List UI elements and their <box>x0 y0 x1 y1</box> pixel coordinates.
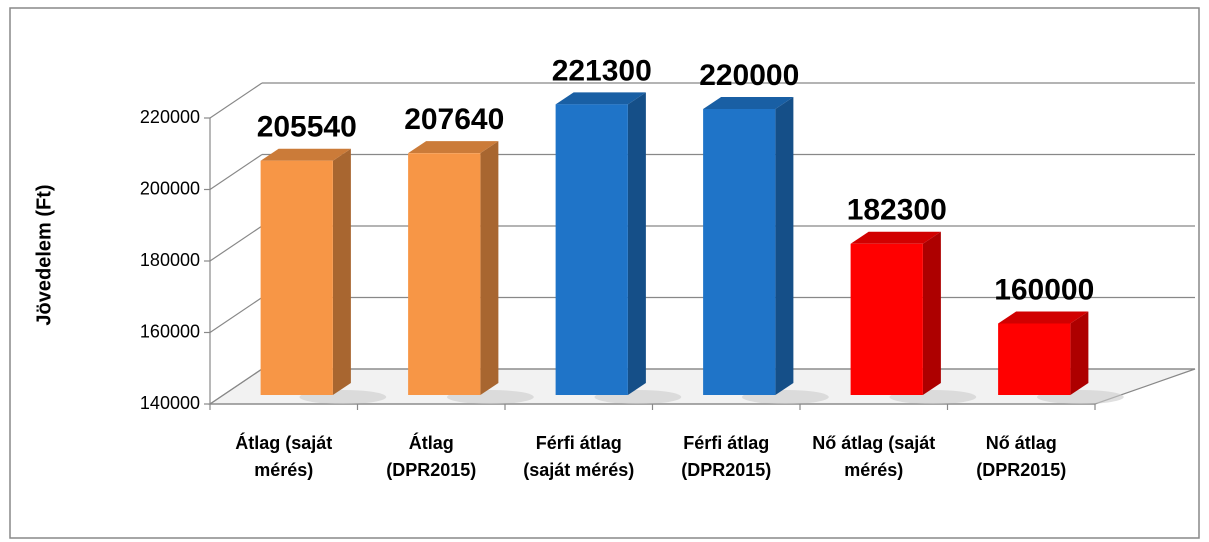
y-tick-label: 220000 <box>140 107 200 127</box>
x-tick-label: Férfi átlag (DPR2015) <box>681 433 772 480</box>
y-axis-title: Jövedelem (Ft) <box>33 184 55 325</box>
data-label: 220000 <box>699 59 799 92</box>
x-tick-label: Férfi átlag (saját mérés) <box>523 433 635 480</box>
y-tick-label: 140000 <box>140 393 200 413</box>
bar <box>998 311 1124 404</box>
bar-side <box>332 148 351 395</box>
x-tick-label: Átlag (DPR2015) <box>386 433 477 480</box>
data-label: 205540 <box>257 111 357 144</box>
x-label-box: Átlag (DPR2015) <box>386 433 477 480</box>
data-label: 182300 <box>847 194 947 227</box>
bar-front <box>555 104 628 395</box>
bar-front <box>703 109 776 395</box>
bar-front <box>998 323 1071 395</box>
y-tick-label: 200000 <box>140 178 200 198</box>
bar-front <box>850 243 923 395</box>
x-label-box: Nő átlag (DPR2015) <box>976 433 1067 480</box>
bar <box>408 141 534 404</box>
bar-side <box>775 97 794 395</box>
bar-side <box>922 231 941 395</box>
bar-front <box>408 153 481 395</box>
bar <box>555 92 682 404</box>
grid-line <box>209 225 263 262</box>
bar-top <box>555 92 646 105</box>
bar <box>850 231 977 404</box>
y-tick-label: 180000 <box>140 250 200 270</box>
bar-top <box>408 141 499 154</box>
x-tick-label: Nő átlag (DPR2015) <box>976 433 1067 480</box>
bar-top <box>998 311 1089 324</box>
bar-side <box>1070 311 1089 395</box>
bar-top <box>703 97 794 109</box>
x-label-box: Nő átlag (saját mérés) <box>812 433 936 480</box>
bar-top <box>850 231 941 244</box>
y-tick-label: 160000 <box>140 321 200 341</box>
bar-top <box>260 148 351 161</box>
bar <box>260 148 387 404</box>
bar <box>703 97 829 404</box>
bar-side <box>627 92 646 395</box>
x-tick-label: Nő átlag (saját mérés) <box>812 433 936 480</box>
data-label: 221300 <box>552 54 652 87</box>
bar-side <box>480 141 499 395</box>
grid-line <box>209 82 263 119</box>
data-label: 207640 <box>404 103 504 136</box>
grid-line <box>209 154 263 190</box>
grid-line <box>209 297 263 333</box>
data-label: 160000 <box>994 273 1094 306</box>
bar-front <box>260 160 333 395</box>
x-tick-label: Átlag (saját mérés) <box>235 433 333 480</box>
x-label-box: Férfi átlag (saját mérés) <box>523 433 635 480</box>
x-label-box: Férfi átlag (DPR2015) <box>681 433 772 480</box>
grid-line <box>209 368 263 405</box>
x-label-box: Átlag (saját mérés) <box>235 433 333 480</box>
